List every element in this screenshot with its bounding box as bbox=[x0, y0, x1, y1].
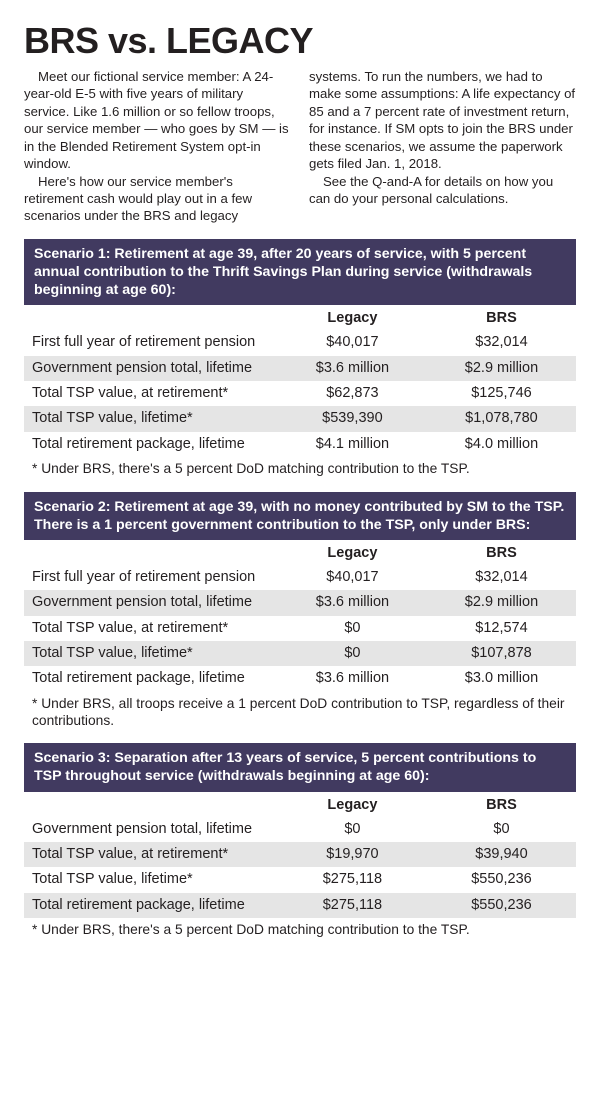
table-row: Total retirement package, lifetime$275,1… bbox=[24, 893, 576, 918]
row-legacy-value: $19,970 bbox=[278, 842, 427, 867]
scenario-footnote: * Under BRS, there's a 5 percent DoD mat… bbox=[24, 918, 576, 938]
row-legacy-value: $0 bbox=[278, 817, 427, 842]
table-row: Government pension total, lifetime$0$0 bbox=[24, 817, 576, 842]
table-header-col2: Legacy bbox=[278, 792, 427, 817]
row-label: First full year of retirement pension bbox=[24, 330, 278, 355]
row-brs-value: $2.9 million bbox=[427, 590, 576, 615]
table-header-col2: Legacy bbox=[278, 540, 427, 565]
intro-text: Meet our fictional service member: A 24-… bbox=[24, 68, 576, 225]
table-row: Government pension total, lifetime$3.6 m… bbox=[24, 356, 576, 381]
row-brs-value: $2.9 million bbox=[427, 356, 576, 381]
row-label: Total retirement package, lifetime bbox=[24, 893, 278, 918]
comparison-table: LegacyBRSFirst full year of retirement p… bbox=[24, 540, 576, 692]
comparison-table: LegacyBRSGovernment pension total, lifet… bbox=[24, 792, 576, 919]
table-header-col1 bbox=[24, 305, 278, 330]
row-legacy-value: $3.6 million bbox=[278, 590, 427, 615]
row-label: Total TSP value, lifetime* bbox=[24, 867, 278, 892]
scenario-block: Scenario 2: Retirement at age 39, with n… bbox=[24, 492, 576, 730]
table-header-col1 bbox=[24, 540, 278, 565]
row-label: Total TSP value, at retirement* bbox=[24, 381, 278, 406]
row-label: Total retirement package, lifetime bbox=[24, 432, 278, 457]
row-legacy-value: $40,017 bbox=[278, 330, 427, 355]
table-row: First full year of retirement pension$40… bbox=[24, 330, 576, 355]
row-legacy-value: $3.6 million bbox=[278, 666, 427, 691]
table-row: Total TSP value, lifetime*$0$107,878 bbox=[24, 641, 576, 666]
table-row: Total retirement package, lifetime$4.1 m… bbox=[24, 432, 576, 457]
scenario-header: Scenario 1: Retirement at age 39, after … bbox=[24, 239, 576, 306]
table-row: Government pension total, lifetime$3.6 m… bbox=[24, 590, 576, 615]
scenario-footnote: * Under BRS, there's a 5 percent DoD mat… bbox=[24, 457, 576, 477]
table-row: Total TSP value, lifetime*$275,118$550,2… bbox=[24, 867, 576, 892]
row-label: Government pension total, lifetime bbox=[24, 817, 278, 842]
table-row: First full year of retirement pension$40… bbox=[24, 565, 576, 590]
table-header-col3: BRS bbox=[427, 305, 576, 330]
intro-p3: See the Q-and-A for details on how you c… bbox=[309, 173, 576, 208]
row-brs-value: $0 bbox=[427, 817, 576, 842]
comparison-table: LegacyBRSFirst full year of retirement p… bbox=[24, 305, 576, 457]
row-label: Total retirement package, lifetime bbox=[24, 666, 278, 691]
table-row: Total TSP value, lifetime*$539,390$1,078… bbox=[24, 406, 576, 431]
row-legacy-value: $0 bbox=[278, 616, 427, 641]
row-legacy-value: $539,390 bbox=[278, 406, 427, 431]
table-row: Total TSP value, at retirement*$19,970$3… bbox=[24, 842, 576, 867]
row-legacy-value: $62,873 bbox=[278, 381, 427, 406]
row-label: Total TSP value, at retirement* bbox=[24, 842, 278, 867]
row-label: First full year of retirement pension bbox=[24, 565, 278, 590]
row-legacy-value: $40,017 bbox=[278, 565, 427, 590]
table-header-col3: BRS bbox=[427, 792, 576, 817]
table-header-col1 bbox=[24, 792, 278, 817]
row-brs-value: $3.0 million bbox=[427, 666, 576, 691]
page-title: BRS vs. LEGACY bbox=[24, 20, 576, 62]
row-brs-value: $550,236 bbox=[427, 867, 576, 892]
row-label: Government pension total, lifetime bbox=[24, 590, 278, 615]
row-brs-value: $1,078,780 bbox=[427, 406, 576, 431]
intro-p1: Meet our fictional service member: A 24-… bbox=[24, 68, 291, 173]
row-label: Total TSP value, lifetime* bbox=[24, 641, 278, 666]
row-label: Total TSP value, lifetime* bbox=[24, 406, 278, 431]
table-header-col3: BRS bbox=[427, 540, 576, 565]
row-brs-value: $4.0 million bbox=[427, 432, 576, 457]
row-label: Government pension total, lifetime bbox=[24, 356, 278, 381]
row-brs-value: $39,940 bbox=[427, 842, 576, 867]
table-row: Total TSP value, at retirement*$62,873$1… bbox=[24, 381, 576, 406]
row-label: Total TSP value, at retirement* bbox=[24, 616, 278, 641]
scenario-header: Scenario 3: Separation after 13 years of… bbox=[24, 743, 576, 791]
scenario-block: Scenario 3: Separation after 13 years of… bbox=[24, 743, 576, 938]
row-legacy-value: $3.6 million bbox=[278, 356, 427, 381]
row-brs-value: $32,014 bbox=[427, 330, 576, 355]
scenario-header: Scenario 2: Retirement at age 39, with n… bbox=[24, 492, 576, 540]
row-brs-value: $125,746 bbox=[427, 381, 576, 406]
row-brs-value: $107,878 bbox=[427, 641, 576, 666]
scenario-footnote: * Under BRS, all troops receive a 1 perc… bbox=[24, 692, 576, 729]
row-brs-value: $32,014 bbox=[427, 565, 576, 590]
table-header-col2: Legacy bbox=[278, 305, 427, 330]
row-brs-value: $12,574 bbox=[427, 616, 576, 641]
scenario-block: Scenario 1: Retirement at age 39, after … bbox=[24, 239, 576, 478]
table-row: Total retirement package, lifetime$3.6 m… bbox=[24, 666, 576, 691]
row-brs-value: $550,236 bbox=[427, 893, 576, 918]
row-legacy-value: $275,118 bbox=[278, 867, 427, 892]
table-row: Total TSP value, at retirement*$0$12,574 bbox=[24, 616, 576, 641]
row-legacy-value: $275,118 bbox=[278, 893, 427, 918]
row-legacy-value: $0 bbox=[278, 641, 427, 666]
row-legacy-value: $4.1 million bbox=[278, 432, 427, 457]
